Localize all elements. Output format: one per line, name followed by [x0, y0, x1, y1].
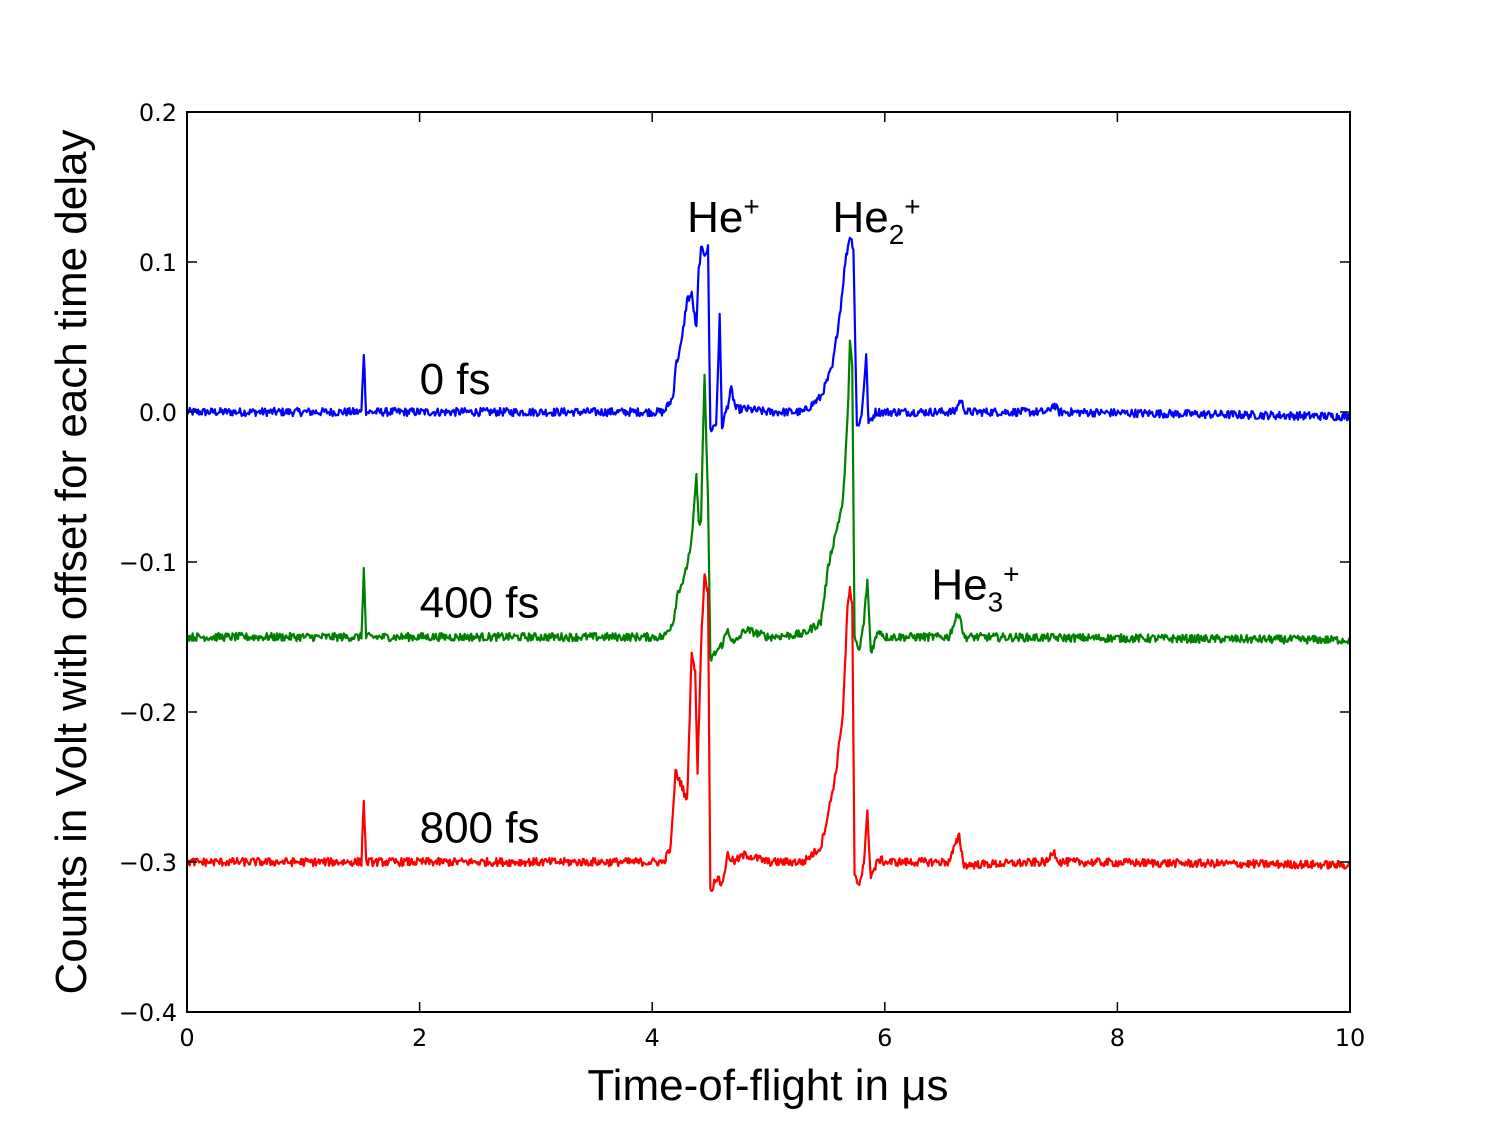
x-tick-label: 2: [412, 1024, 427, 1052]
y-axis-title: Counts in Volt with offset for each time…: [47, 130, 96, 995]
series-layer: [185, 236, 1352, 893]
tick-layer: 0 2 4 6 8 10 0.2 0.1 0.0 −0.1 −0.2 −0.3 −0.4: [119, 99, 1366, 1052]
y-tick-label: 0.2: [139, 99, 177, 127]
y-tick-label: 0.0: [139, 399, 177, 427]
series-line-1: [185, 339, 1351, 662]
y-tick-label: −0.2: [119, 699, 177, 727]
x-tick-label: 10: [1335, 1024, 1366, 1052]
peak-label: He2+: [832, 191, 920, 250]
y-tick-label: 0.1: [139, 249, 177, 277]
y-tick-label: −0.3: [119, 849, 177, 877]
series-label: 400 fs: [420, 579, 540, 628]
plot-frame: [186, 111, 1351, 1013]
series-line-0: [185, 236, 1352, 433]
peak-label: He+: [687, 191, 760, 242]
y-tick-label: −0.4: [119, 999, 177, 1027]
series-label: 0 fs: [420, 355, 491, 404]
label-layer: 0 fs 400 fs 800 fs He+ He2+ He3+: [420, 191, 1020, 853]
x-tick-label: 0: [179, 1024, 194, 1052]
x-tick-label: 6: [877, 1024, 892, 1052]
peak-label: He3+: [931, 559, 1019, 618]
x-tick-label: 8: [1110, 1024, 1125, 1052]
y-tick-label: −0.1: [119, 549, 177, 577]
series-label: 800 fs: [420, 804, 540, 853]
series-line-2: [185, 573, 1352, 893]
x-tick-label: 4: [645, 1024, 660, 1052]
x-axis-title: Time-of-flight in μs: [587, 1061, 948, 1110]
